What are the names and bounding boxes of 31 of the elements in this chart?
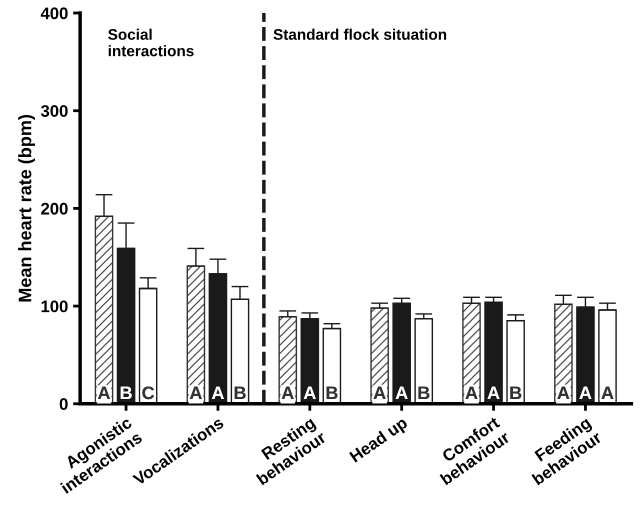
data-label: A (190, 386, 202, 400)
data-label: A (304, 386, 316, 400)
bar (484, 301, 503, 404)
data-label: A (374, 386, 386, 400)
data-label: A (465, 386, 478, 400)
data-label: A (488, 386, 500, 400)
data-label: A (601, 386, 614, 400)
y-tick-label: 0 (60, 398, 68, 410)
y-tick-label: 200 (41, 202, 68, 215)
data-label: A (557, 386, 570, 400)
data-label: B (234, 386, 246, 400)
y-tick-label: 100 (42, 300, 68, 312)
bar (392, 302, 411, 404)
data-label: A (282, 386, 294, 400)
data-label: A (579, 386, 592, 400)
y-tick-label: 300 (40, 105, 68, 117)
data-label: A (212, 386, 224, 400)
y-axis-title: Mean heart rate (bpm) (18, 114, 35, 302)
bar (94, 216, 114, 404)
data-label: B (120, 386, 132, 400)
y-tick-label: 400 (40, 7, 68, 20)
data-label: C (142, 386, 154, 400)
annotation: Social interactions (108, 28, 194, 56)
annotation: Standard flock situation (274, 28, 446, 40)
bar (462, 302, 481, 404)
bar (186, 265, 206, 404)
data-label: A (396, 386, 408, 400)
data-label: A (98, 386, 110, 400)
data-label: B (418, 386, 430, 400)
data-label: B (510, 386, 522, 400)
data-label: B (326, 386, 338, 400)
